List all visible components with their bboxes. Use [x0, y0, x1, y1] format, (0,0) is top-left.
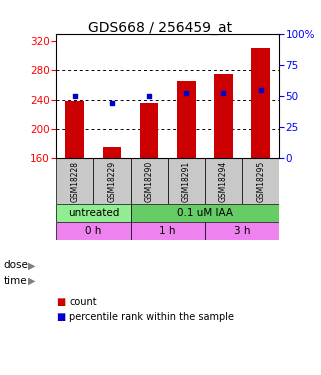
Text: time: time — [3, 276, 27, 285]
Bar — [56, 204, 131, 222]
Text: GDS668 / 256459_at: GDS668 / 256459_at — [89, 21, 232, 34]
Text: count: count — [69, 297, 97, 307]
Text: GSM18228: GSM18228 — [70, 161, 79, 202]
Bar — [177, 81, 195, 158]
Bar — [140, 103, 159, 158]
Bar — [103, 147, 121, 158]
Text: 1 h: 1 h — [160, 226, 176, 236]
Bar — [251, 48, 270, 158]
Bar — [65, 101, 84, 158]
Text: GSM18291: GSM18291 — [182, 161, 191, 202]
Text: ▶: ▶ — [28, 261, 36, 270]
Point — [72, 93, 77, 99]
Text: 0 h: 0 h — [85, 226, 101, 236]
Text: 3 h: 3 h — [234, 226, 250, 236]
Bar — [56, 222, 131, 240]
Text: dose: dose — [3, 261, 28, 270]
Text: GSM18294: GSM18294 — [219, 161, 228, 202]
Point — [221, 90, 226, 96]
Text: GSM18295: GSM18295 — [256, 161, 265, 202]
Bar — [205, 222, 279, 240]
Text: GSM18229: GSM18229 — [108, 161, 117, 202]
Bar — [168, 158, 205, 204]
Bar — [131, 158, 168, 204]
Text: percentile rank within the sample: percentile rank within the sample — [69, 312, 234, 322]
Bar — [93, 158, 131, 204]
Point — [258, 87, 263, 93]
Bar — [242, 158, 279, 204]
Bar — [214, 74, 233, 158]
Point — [147, 93, 152, 99]
Bar — [205, 158, 242, 204]
Text: GSM18290: GSM18290 — [145, 161, 154, 202]
Bar — [131, 204, 279, 222]
Point — [184, 90, 189, 96]
Bar — [56, 158, 93, 204]
Text: 0.1 uM IAA: 0.1 uM IAA — [177, 209, 233, 218]
Text: ■: ■ — [56, 297, 65, 307]
Point — [109, 100, 115, 106]
Text: ▶: ▶ — [28, 276, 36, 285]
Bar — [131, 222, 205, 240]
Text: untreated: untreated — [68, 209, 119, 218]
Text: ■: ■ — [56, 312, 65, 322]
